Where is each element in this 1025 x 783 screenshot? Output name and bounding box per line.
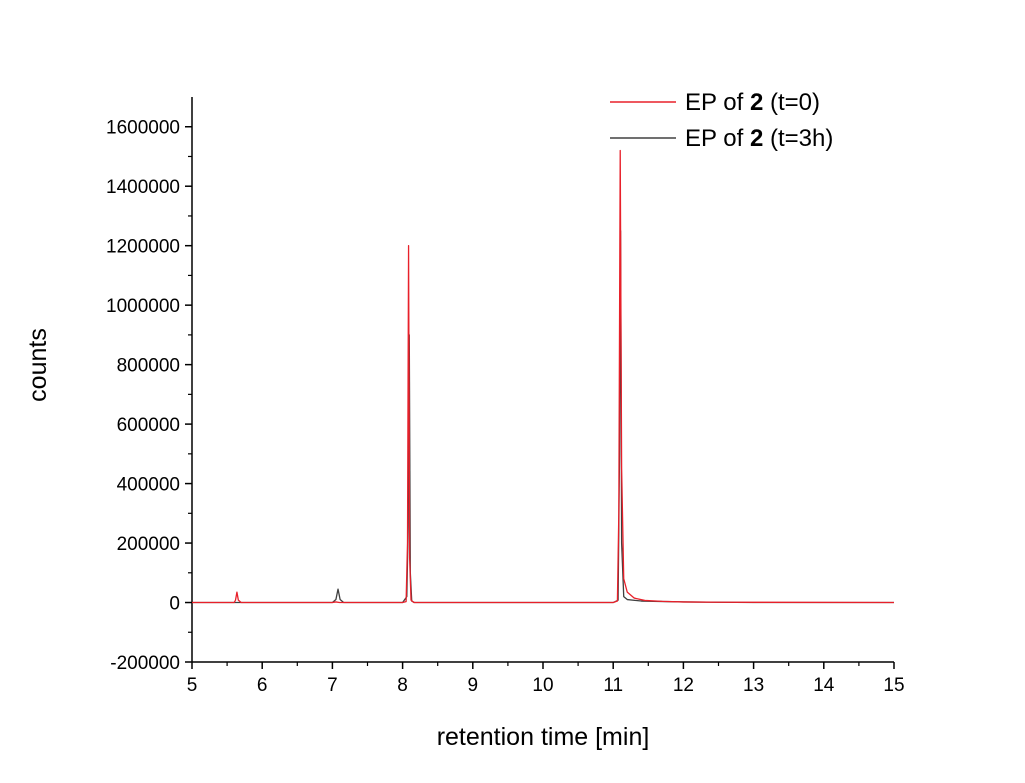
y-tick-label: -200000 [110, 653, 180, 674]
x-tick-label: 8 [397, 675, 408, 696]
x-tick-label: 7 [327, 675, 338, 696]
x-tick-label: 10 [532, 675, 553, 696]
x-tick-label: 11 [603, 675, 623, 696]
y-axis-title: counts [24, 328, 52, 402]
y-tick-label: 1600000 [106, 118, 180, 139]
x-tick-label: 15 [883, 675, 904, 696]
x-axis-title: retention time [min] [437, 723, 650, 751]
y-tick-label: 0 [169, 594, 180, 615]
series-group [192, 149, 895, 604]
legend: EP of 2 (t=0) EP of 2 (t=3h) [610, 89, 833, 152]
y-tick-label: 400000 [117, 475, 180, 496]
y-axis-ticks: -200000 0 200000 400000 600000 800000 1000000 1… [106, 118, 192, 674]
y-tick-label: 1000000 [106, 296, 180, 317]
series-line-t0 [192, 149, 895, 604]
y-tick-label: 1200000 [106, 237, 180, 258]
y-tick-label: 600000 [117, 415, 180, 436]
x-axis-ticks: 5 6 7 8 9 10 11 12 13 14 15 [187, 662, 905, 696]
x-tick-label: 5 [187, 675, 198, 696]
y-tick-label: 1400000 [106, 177, 180, 198]
y-tick-label: 800000 [117, 356, 180, 377]
x-tick-label: 9 [468, 675, 479, 696]
legend-label: EP of 2 (t=0) [685, 89, 820, 116]
x-tick-label: 12 [673, 675, 694, 696]
x-tick-label: 6 [257, 675, 268, 696]
series-line-t3h [192, 230, 894, 604]
y-tick-label: 200000 [117, 534, 180, 555]
axes [191, 97, 894, 663]
legend-label: EP of 2 (t=3h) [685, 125, 833, 152]
x-tick-label: 13 [743, 675, 764, 696]
x-tick-label: 14 [813, 675, 835, 696]
